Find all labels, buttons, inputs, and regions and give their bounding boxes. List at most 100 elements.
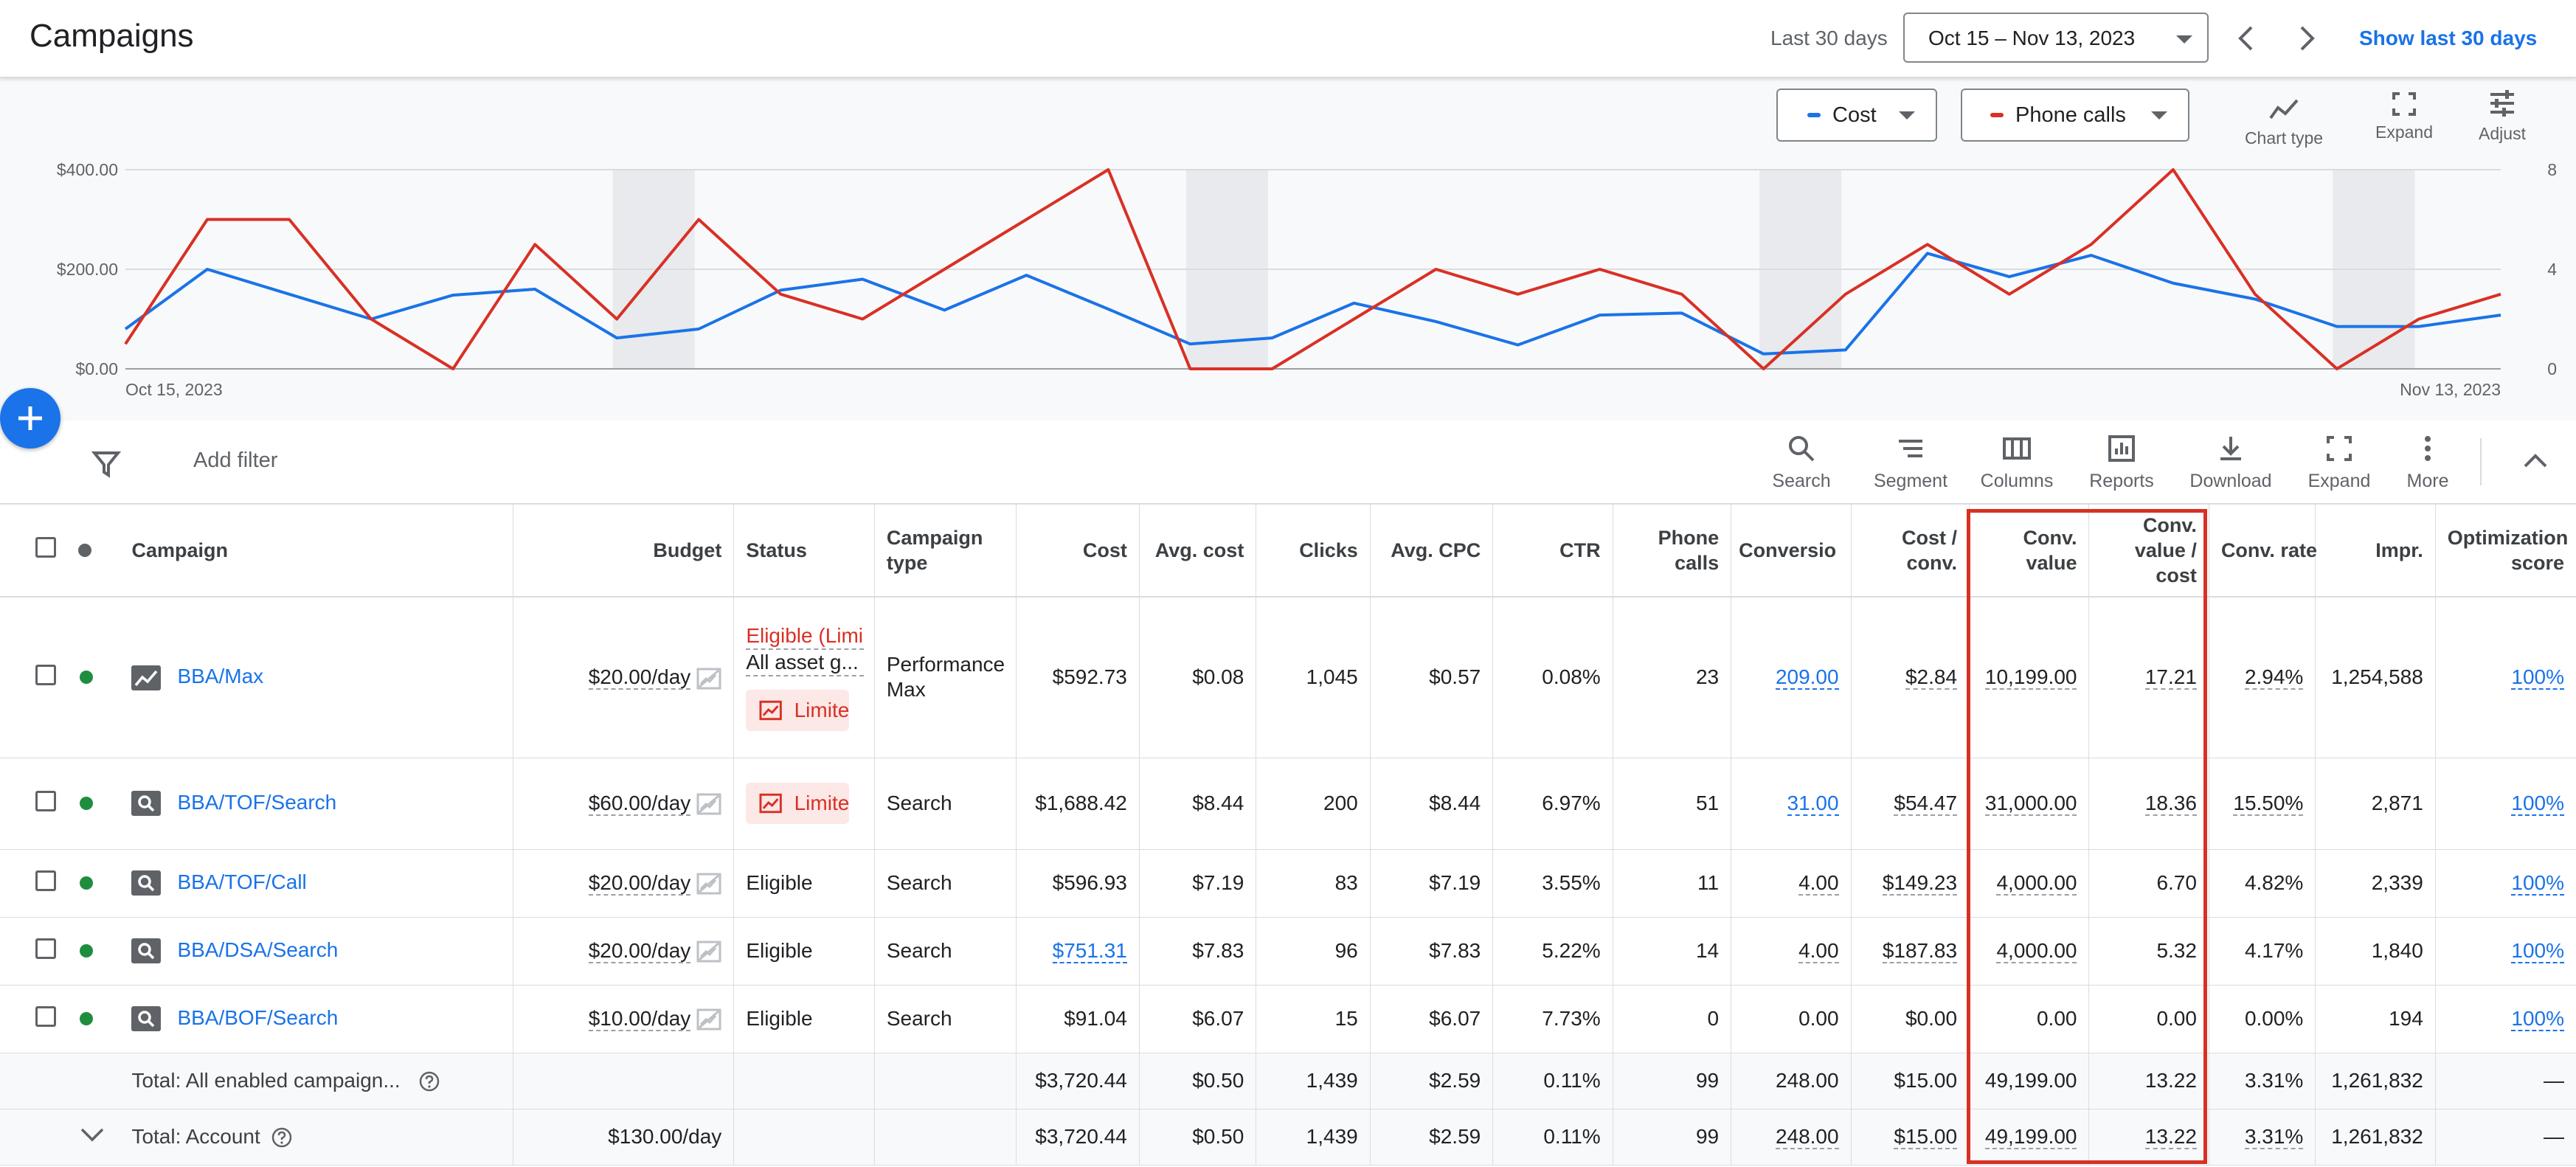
col-budget[interactable]: Budget (513, 505, 735, 598)
conversions-link[interactable]: 209.00 (1775, 665, 1839, 690)
segment-button[interactable]: Segment (1866, 434, 1955, 492)
cvc-value[interactable]: 17.21 (2144, 665, 2197, 690)
conversions-link[interactable]: 31.00 (1787, 792, 1839, 816)
cost-per-conv-value[interactable]: $2.84 (1905, 665, 1958, 690)
row-checkbox-cell[interactable] (0, 758, 69, 850)
row-checkbox[interactable] (35, 870, 57, 891)
col-status[interactable]: Status (733, 505, 875, 598)
campaign-name-link[interactable]: BBA/DSA/Search (177, 938, 339, 961)
filter-icon[interactable] (91, 449, 122, 482)
conv-value-value[interactable]: 4,000.00 (1996, 871, 2077, 896)
table-search-button[interactable]: Search (1766, 434, 1837, 492)
chart-type-button[interactable]: Chart type (2237, 96, 2331, 148)
select-all-checkbox[interactable] (35, 537, 57, 558)
conv-rate-value[interactable]: 15.50% (2233, 792, 2304, 816)
row-checkbox-cell[interactable] (0, 917, 69, 986)
budget-value[interactable]: $20.00/day (588, 665, 691, 690)
budget-chart-off-icon[interactable] (696, 1008, 721, 1031)
expand-row-cell[interactable] (68, 1109, 122, 1166)
chevron-right-icon[interactable] (2291, 22, 2324, 55)
budget-value[interactable]: $20.00/day (588, 938, 691, 963)
col-phone-calls[interactable]: Phone calls (1613, 505, 1732, 598)
conv-value-value[interactable]: 10,199.00 (1984, 665, 2077, 690)
download-button[interactable]: Download (2185, 434, 2276, 492)
row-checkbox-cell[interactable] (0, 985, 69, 1053)
row-checkbox-cell[interactable] (0, 597, 69, 758)
cost-per-conv-value[interactable]: $149.23 (1882, 871, 1958, 896)
add-filter-button[interactable]: Add filter (193, 449, 278, 472)
cvc-value[interactable]: 18.36 (2144, 792, 2197, 816)
col-cost[interactable]: Cost (1016, 505, 1140, 598)
col-cost-per-conv[interactable]: Cost / conv. (1851, 505, 1970, 598)
status-asset-group[interactable]: All asset g... (746, 650, 865, 677)
col-ctr[interactable]: CTR (1492, 505, 1613, 598)
chevron-down-icon[interactable] (80, 1126, 105, 1143)
more-button[interactable]: More (2397, 434, 2458, 492)
cost-link[interactable]: $751.31 (1052, 939, 1127, 963)
metric-selector-phone-calls[interactable]: Phone calls (1961, 89, 2189, 142)
row-checkbox[interactable] (35, 790, 57, 811)
chevron-left-icon[interactable] (2229, 22, 2262, 55)
col-conversions[interactable]: Conversio (1731, 505, 1852, 598)
add-campaign-button[interactable] (0, 388, 60, 449)
col-clicks[interactable]: Clicks (1256, 505, 1371, 598)
budget-chart-off-icon[interactable] (696, 793, 721, 815)
limited-badge[interactable]: Limite (746, 783, 850, 824)
row-checkbox[interactable] (35, 1005, 57, 1027)
conv-rate-value[interactable]: 2.94% (2244, 665, 2304, 690)
col-conv-value-per-cost[interactable]: Conv. value / cost (2088, 505, 2209, 598)
budget-value[interactable]: $60.00/day (588, 791, 691, 816)
budget-chart-off-icon[interactable] (696, 668, 721, 690)
col-avg-cost[interactable]: Avg. cost (1139, 505, 1257, 598)
campaign-name-link[interactable]: BBA/TOF/Search (177, 790, 337, 814)
cvc-value[interactable]: 13.22 (2144, 1125, 2197, 1149)
row-status-cell (68, 758, 122, 850)
conv-value-value[interactable]: 49,199.00 (1984, 1125, 2077, 1149)
conversions-value[interactable]: 4.00 (1798, 871, 1839, 896)
help-icon[interactable] (418, 1070, 440, 1092)
cost-per-conv-value[interactable]: $187.83 (1882, 939, 1958, 963)
col-campaign-type[interactable]: Campaign type (874, 505, 1017, 598)
reports-button[interactable]: Reports (2085, 434, 2158, 492)
campaign-name-link[interactable]: BBA/Max (177, 664, 264, 688)
row-checkbox-cell[interactable] (0, 849, 69, 918)
select-all-checkbox-cell[interactable] (0, 505, 69, 598)
campaign-name-link[interactable]: BBA/TOF/Call (177, 870, 307, 893)
chart-expand-button[interactable]: Expand (2364, 91, 2445, 142)
budget-value[interactable]: $10.00/day (588, 1006, 691, 1031)
status-eligible-limited[interactable]: Eligible (Limi (746, 623, 865, 651)
date-range-dropdown[interactable]: Oct 15 – Nov 13, 2023 (1903, 13, 2209, 63)
limited-badge[interactable]: Limite (746, 690, 850, 732)
col-campaign[interactable]: Campaign (121, 505, 514, 598)
conversions-value[interactable]: 248.00 (1775, 1125, 1839, 1149)
columns-button[interactable]: Columns (1977, 434, 2057, 492)
budget-chart-off-icon[interactable] (696, 941, 721, 963)
conv-value-value[interactable]: 31,000.00 (1984, 792, 2077, 816)
cost-per-conv-value[interactable]: $15.00 (1894, 1125, 1958, 1149)
cost-per-conv-value[interactable]: $54.47 (1894, 792, 1958, 816)
show-last-30-days-link[interactable]: Show last 30 days (2359, 27, 2538, 49)
col-impr[interactable]: Impr. (2315, 505, 2436, 598)
opt-score-link[interactable]: 100% (2511, 871, 2564, 896)
opt-score-link[interactable]: 100% (2511, 792, 2564, 816)
budget-chart-off-icon[interactable] (696, 873, 721, 895)
opt-score-link[interactable]: 100% (2511, 1007, 2564, 1031)
metric-selector-cost[interactable]: Cost (1776, 89, 1937, 142)
conv-value-value[interactable]: 4,000.00 (1996, 939, 2077, 963)
opt-score-link[interactable]: 100% (2511, 665, 2564, 690)
help-icon[interactable] (271, 1126, 293, 1149)
conversions-value[interactable]: 4.00 (1798, 939, 1839, 963)
col-optimization-score[interactable]: Optimization score (2435, 505, 2576, 598)
row-checkbox[interactable] (35, 938, 57, 959)
row-checkbox[interactable] (35, 664, 57, 685)
col-avg-cpc[interactable]: Avg. CPC (1370, 505, 1494, 598)
col-conv-value[interactable]: Conv. value (1969, 505, 2090, 598)
campaign-name-link[interactable]: BBA/BOF/Search (177, 1005, 339, 1029)
table-expand-button[interactable]: Expand (2305, 434, 2374, 492)
col-conv-rate[interactable]: Conv. rate (2209, 505, 2317, 598)
conv-rate-value[interactable]: 3.31% (2244, 1125, 2304, 1149)
collapse-chevron-up-icon[interactable] (2523, 451, 2548, 473)
budget-value[interactable]: $20.00/day (588, 870, 691, 896)
opt-score-link[interactable]: 100% (2511, 939, 2564, 963)
chart-adjust-button[interactable]: Adjust (2468, 89, 2536, 144)
